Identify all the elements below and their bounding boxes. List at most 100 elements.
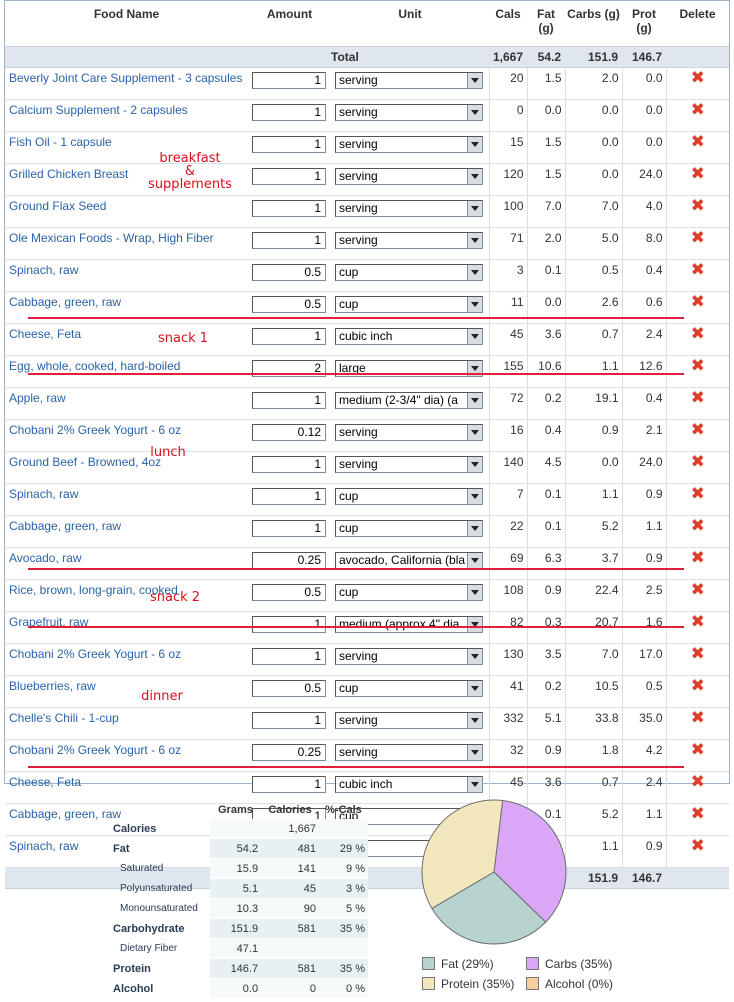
amount-input[interactable]: 2: [252, 360, 326, 377]
delete-icon[interactable]: ✖: [690, 132, 705, 151]
delete-icon[interactable]: ✖: [690, 452, 705, 471]
chevron-down-icon[interactable]: [467, 73, 482, 88]
chevron-down-icon[interactable]: [467, 201, 482, 216]
unit-select[interactable]: medium (approx 4" dia: [335, 616, 483, 633]
food-name-link[interactable]: Beverly Joint Care Supplement - 3 capsul…: [5, 67, 248, 100]
delete-icon[interactable]: ✖: [690, 804, 705, 823]
unit-select[interactable]: cup: [335, 296, 483, 313]
chevron-down-icon[interactable]: [467, 713, 482, 728]
delete-icon[interactable]: ✖: [690, 324, 705, 343]
food-name-link[interactable]: Spinach, raw: [5, 259, 248, 292]
chevron-down-icon[interactable]: [467, 393, 482, 408]
unit-select[interactable]: cubic inch: [335, 776, 483, 793]
food-name-link[interactable]: Cabbage, green, raw: [5, 803, 248, 836]
amount-input[interactable]: 1: [252, 712, 326, 729]
chevron-down-icon[interactable]: [467, 489, 482, 504]
chevron-down-icon[interactable]: [467, 297, 482, 312]
chevron-down-icon[interactable]: [467, 137, 482, 152]
chevron-down-icon[interactable]: [467, 169, 482, 184]
amount-input[interactable]: 1: [252, 456, 326, 473]
chevron-down-icon[interactable]: [467, 649, 482, 664]
unit-select[interactable]: large: [335, 360, 483, 377]
chevron-down-icon[interactable]: [467, 329, 482, 344]
food-name-link[interactable]: Chobani 2% Greek Yogurt - 6 oz: [5, 643, 248, 676]
unit-select[interactable]: serving: [335, 712, 483, 729]
food-name-link[interactable]: Chobani 2% Greek Yogurt - 6 oz: [5, 739, 248, 772]
delete-icon[interactable]: ✖: [690, 740, 705, 759]
amount-input[interactable]: 0.5: [252, 584, 326, 601]
delete-icon[interactable]: ✖: [690, 644, 705, 663]
delete-icon[interactable]: ✖: [690, 484, 705, 503]
food-name-link[interactable]: Chelle's Chili - 1-cup: [5, 707, 248, 740]
amount-input[interactable]: 1: [252, 104, 326, 121]
food-name-link[interactable]: Apple, raw: [5, 387, 248, 420]
unit-select[interactable]: cup: [335, 264, 483, 281]
chevron-down-icon[interactable]: [467, 233, 482, 248]
amount-input[interactable]: 0.5: [252, 296, 326, 313]
unit-select[interactable]: serving: [335, 200, 483, 217]
food-name-link[interactable]: Ground Beef - Browned, 4oz: [5, 451, 248, 484]
delete-icon[interactable]: ✖: [690, 708, 705, 727]
chevron-down-icon[interactable]: [467, 681, 482, 696]
delete-icon[interactable]: ✖: [690, 292, 705, 311]
unit-select[interactable]: medium (2-3/4" dia) (a: [335, 392, 483, 409]
unit-select[interactable]: cubic inch: [335, 328, 483, 345]
amount-input[interactable]: 0.25: [252, 744, 326, 761]
unit-select[interactable]: avocado, California (bla: [335, 552, 483, 569]
amount-input[interactable]: 1: [252, 776, 326, 793]
unit-select[interactable]: cup: [335, 488, 483, 505]
unit-select[interactable]: serving: [335, 136, 483, 153]
unit-select[interactable]: serving: [335, 648, 483, 665]
food-name-link[interactable]: Avocado, raw: [5, 547, 248, 580]
food-name-link[interactable]: Rice, brown, long-grain, cooked: [5, 579, 248, 612]
delete-icon[interactable]: ✖: [690, 836, 705, 855]
amount-input[interactable]: 0.5: [252, 680, 326, 697]
amount-input[interactable]: 0.12: [252, 424, 326, 441]
food-name-link[interactable]: Blueberries, raw: [5, 675, 248, 708]
delete-icon[interactable]: ✖: [690, 516, 705, 535]
delete-icon[interactable]: ✖: [690, 420, 705, 439]
unit-select[interactable]: serving: [335, 72, 483, 89]
chevron-down-icon[interactable]: [467, 585, 482, 600]
delete-icon[interactable]: ✖: [690, 580, 705, 599]
unit-select[interactable]: serving: [335, 232, 483, 249]
amount-input[interactable]: 1: [252, 200, 326, 217]
unit-select[interactable]: serving: [335, 424, 483, 441]
food-name-link[interactable]: Fish Oil - 1 capsule: [5, 131, 248, 164]
food-name-link[interactable]: Spinach, raw: [5, 483, 248, 516]
delete-icon[interactable]: ✖: [690, 196, 705, 215]
food-name-link[interactable]: Calcium Supplement - 2 capsules: [5, 99, 248, 132]
unit-select[interactable]: serving: [335, 456, 483, 473]
food-name-link[interactable]: Cheese, Feta: [5, 323, 248, 356]
unit-select[interactable]: serving: [335, 744, 483, 761]
amount-input[interactable]: 1: [252, 136, 326, 153]
delete-icon[interactable]: ✖: [690, 164, 705, 183]
chevron-down-icon[interactable]: [467, 745, 482, 760]
delete-icon[interactable]: ✖: [690, 676, 705, 695]
delete-icon[interactable]: ✖: [690, 548, 705, 567]
amount-input[interactable]: 1: [252, 72, 326, 89]
amount-input[interactable]: 1: [252, 232, 326, 249]
unit-select[interactable]: cup: [335, 584, 483, 601]
unit-select[interactable]: cup: [335, 680, 483, 697]
chevron-down-icon[interactable]: [467, 361, 482, 376]
food-name-link[interactable]: Ole Mexican Foods - Wrap, High Fiber: [5, 227, 248, 260]
food-name-link[interactable]: Chobani 2% Greek Yogurt - 6 oz: [5, 419, 248, 452]
delete-icon[interactable]: ✖: [690, 388, 705, 407]
food-name-link[interactable]: Ground Flax Seed: [5, 195, 248, 228]
food-name-link[interactable]: Cabbage, green, raw: [5, 515, 248, 548]
chevron-down-icon[interactable]: [467, 265, 482, 280]
unit-select[interactable]: cup: [335, 520, 483, 537]
food-name-link[interactable]: Egg, whole, cooked, hard-boiled: [5, 355, 248, 388]
chevron-down-icon[interactable]: [467, 777, 482, 792]
chevron-down-icon[interactable]: [467, 617, 482, 632]
delete-icon[interactable]: ✖: [690, 228, 705, 247]
chevron-down-icon[interactable]: [467, 425, 482, 440]
amount-input[interactable]: 1: [252, 392, 326, 409]
amount-input[interactable]: 1: [252, 520, 326, 537]
delete-icon[interactable]: ✖: [690, 260, 705, 279]
amount-input[interactable]: 1: [252, 168, 326, 185]
delete-icon[interactable]: ✖: [690, 68, 705, 87]
amount-input[interactable]: 0.25: [252, 552, 326, 569]
delete-icon[interactable]: ✖: [690, 772, 705, 791]
